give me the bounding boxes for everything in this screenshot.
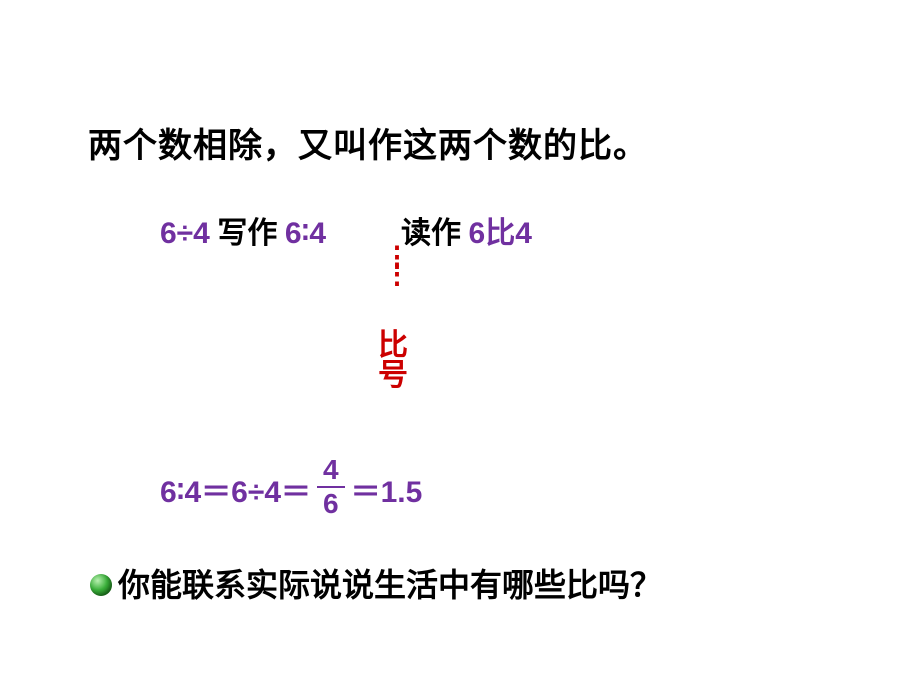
math-slide: 两个数相除，又叫作这两个数的比。 6÷4 写作 6∶4 读作 6比4 ⋮ ⋮ 比… — [0, 0, 920, 690]
ratio-sign-label-top: 比 — [363, 331, 423, 361]
bullet-icon — [90, 574, 112, 596]
fraction: 4 6 — [317, 456, 345, 518]
equation-rhs: ＝1.5 — [351, 467, 423, 511]
dot-line: ⋮ — [383, 267, 407, 284]
division-expression: 6÷4 — [160, 217, 210, 251]
question-line: 你能联系实际说说生活中有哪些比吗？ — [90, 560, 662, 606]
equation-line: 6∶4＝6÷4＝ 4 6 ＝1.5 — [160, 458, 422, 520]
read-as-value: 6比4 — [469, 208, 532, 252]
equation-lhs: 6∶4＝6÷4＝ — [160, 467, 311, 511]
ratio-expression: 6∶4 — [285, 216, 326, 251]
definition-text: 两个数相除，又叫作这两个数的比。 — [88, 118, 648, 167]
ratio-sign-label-bottom: 号 — [363, 361, 423, 391]
ratio-sign-label: 比 号 — [363, 331, 423, 391]
write-as-label: 写作 — [217, 208, 277, 252]
question-text: 你能联系实际说说生活中有哪些比吗？ — [118, 560, 662, 606]
notation-line: 6÷4 写作 6∶4 读作 6比4 — [160, 208, 532, 252]
fraction-denominator: 6 — [317, 488, 345, 518]
vertical-dots-pointer: ⋮ ⋮ — [383, 250, 407, 284]
fraction-numerator: 4 — [317, 456, 345, 488]
